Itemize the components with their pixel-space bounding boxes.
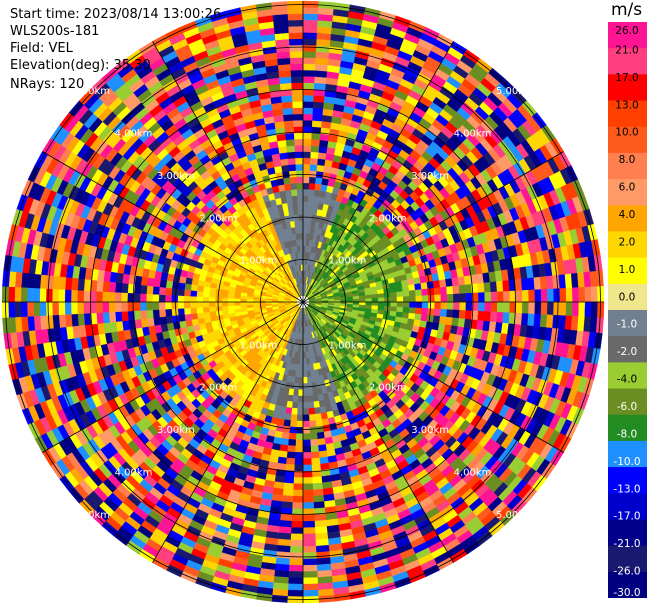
colorbar-tick-label: 2.0 — [619, 236, 636, 248]
colorbar-segment — [608, 571, 647, 598]
colorbar-segment — [608, 283, 647, 311]
range-ring-label: 1.00km — [240, 340, 278, 351]
range-ring-label: 2.00km — [369, 213, 407, 224]
scan-info: Start time: 2023/08/14 13:00:26 WLS200s-… — [10, 6, 221, 93]
colorbar-tick-label: -21.0 — [613, 538, 640, 550]
colorbar-tick-label: -6.0 — [617, 401, 638, 413]
colorbar-segment — [608, 152, 647, 180]
range-ring-label: 2.00km — [199, 383, 237, 394]
colorbar-segment — [608, 493, 647, 520]
range-ring-label: 3.00km — [157, 425, 195, 436]
colorbar-tick-label: -10.0 — [613, 456, 640, 468]
colorbar-tick-label: 17.0 — [615, 72, 638, 84]
start-time-label: Start time: 2023/08/14 13:00:26 — [10, 7, 222, 22]
range-ring-label: 3.00km — [411, 171, 449, 182]
colorbar-tick-label: -8.0 — [617, 428, 638, 440]
range-ring-label: 4.00km — [454, 467, 492, 478]
range-ring-label: 4.00km — [454, 129, 492, 140]
colorbar-segment — [608, 467, 647, 494]
colorbar-tick-label: -26.0 — [613, 566, 640, 578]
colorbar-tick-label: -30.0 — [613, 587, 640, 598]
range-ring-label: 5.00km — [496, 510, 534, 521]
range-ring-label: 5.00km — [72, 86, 110, 97]
colorbar-segment — [608, 205, 647, 232]
colorbar-segment — [608, 414, 647, 442]
colorbar-segment — [608, 336, 647, 363]
colorbar-tick-label: -1.0 — [617, 319, 638, 331]
colorbar-segment — [608, 126, 647, 154]
instrument-label: WLS200s-181 — [10, 24, 100, 39]
range-ring-label: 4.00km — [115, 129, 153, 140]
range-ring-labels: 1.00km 1.00km 1.00km 1.00km 2.00km 2.00km 2.00… — [72, 86, 534, 521]
colorbar-segment — [608, 48, 647, 75]
colorbar-segment — [608, 74, 647, 102]
colorbar-tick-label: 1.0 — [619, 264, 636, 276]
azimuth-lines — [2, 1, 604, 603]
colorbar-segment — [608, 388, 647, 416]
colorbar-tick-label: 21.0 — [615, 44, 638, 56]
colorbar-tick-label: 0.0 — [619, 291, 636, 303]
range-ring-label: 4.00km — [115, 467, 153, 478]
colorbar-segment — [608, 257, 647, 285]
range-ring-label: 2.00km — [199, 213, 237, 224]
colorbar-tick-label: 10.0 — [615, 127, 638, 139]
velocity-colorbar: 26.0 21.0 17.0 13.0 10.0 8.0 6.0 4.0 2.0 1.0 0.0 -1… — [608, 22, 647, 598]
colorbar-tick-label: -13.0 — [613, 483, 640, 495]
azimuth-line — [152, 41, 454, 563]
colorbar-tick-label: 8.0 — [619, 154, 636, 166]
field-label: Field: VEL — [10, 41, 73, 56]
elevation-label: Elevation(deg): 35.30 — [10, 58, 151, 73]
colorbar-unit: m/s — [611, 0, 643, 20]
range-ring-label: 5.00km — [496, 86, 534, 97]
colorbar-segment — [608, 231, 647, 259]
range-ring-label: 1.00km — [329, 340, 367, 351]
colorbar-segment — [608, 100, 647, 128]
colorbar-tick-label: -2.0 — [617, 346, 638, 358]
colorbar-tick-label: 13.0 — [615, 99, 638, 111]
colorbar-segment — [608, 310, 647, 337]
colorbar-segment — [608, 545, 647, 573]
colorbar-tick-label: 26.0 — [615, 25, 638, 37]
ppi-scan-plot: 1.00km 1.00km 1.00km 1.00km 2.00km 2.00km 2.00… — [1, 0, 605, 604]
range-ring-label: 2.00km — [369, 383, 407, 394]
range-ring-label: 1.00km — [329, 256, 367, 267]
colorbar-tick-label: 4.0 — [619, 209, 636, 221]
nrays-label: NRays: 120 — [10, 77, 85, 92]
range-ring-label: 3.00km — [157, 171, 195, 182]
colorbar-tick-label: -4.0 — [617, 374, 638, 386]
colorbar-tick-label: 6.0 — [619, 182, 636, 194]
colorbar-segment — [608, 22, 647, 49]
colorbar-segment — [608, 179, 647, 206]
colorbar-tick-label: -17.0 — [613, 511, 640, 523]
range-ring-label: 5.00km — [72, 510, 110, 521]
range-ring-label: 3.00km — [411, 425, 449, 436]
colorbar-segment — [608, 440, 647, 468]
colorbar-segment — [608, 362, 647, 390]
colorbar-segment — [608, 519, 647, 547]
range-ring-label: 1.00km — [240, 256, 278, 267]
